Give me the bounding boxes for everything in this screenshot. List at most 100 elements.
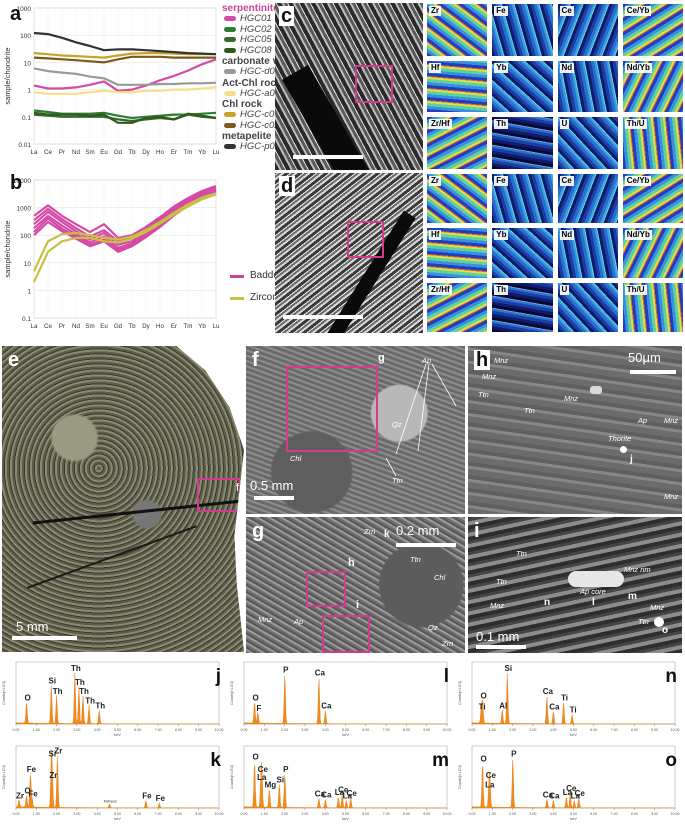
legend-swatch — [224, 69, 236, 74]
peak-label-th: Th — [75, 678, 85, 687]
y-tick-label: 1000 — [17, 6, 32, 13]
element-map-label: U — [559, 284, 570, 295]
y-tick-label: 1000 — [17, 206, 32, 213]
eds-plot: 0.00 1.00 2.00 3.00 4.00 5.00 6.00 7.00 8.00 9.00… — [2, 661, 224, 737]
peak-label-ce: Ce — [486, 771, 497, 780]
scale-label: 5 mm — [16, 619, 49, 634]
peak-label-mg: Mg — [265, 780, 277, 789]
y-tick-label: 100 — [20, 233, 31, 240]
element-map-label: Nd — [559, 62, 575, 73]
eds-spectrum-l: 0.00 1.00 2.00 3.00 4.00 5.00 6.00 7.00 8.00 9.00… — [228, 656, 453, 738]
x-tick-label: 1.00 — [33, 728, 40, 732]
legend-swatch — [224, 122, 236, 128]
x-tick-label: 8.00 — [403, 812, 410, 816]
x-tick-label: Tb — [128, 149, 136, 156]
x-tick-label: 10.00 — [443, 728, 452, 732]
peak-label-la: La — [335, 788, 345, 797]
legend-group-title: serpentinite — [222, 3, 279, 14]
legend-swatch — [224, 47, 236, 53]
x-tick-label: 3.00 — [529, 812, 536, 816]
spectrum-letter: j — [215, 666, 221, 687]
spectrum-letter: l — [443, 666, 449, 687]
scale-label: 0.2 mm — [396, 523, 440, 538]
legend-entry-label: HGC05 — [240, 34, 272, 45]
chart-b: 10000 1000 100 10 1 0.1La Ce Pr Nd Sm Eu Gd Tb Dy Ho Er… — [3, 178, 220, 330]
legend-swatch — [224, 90, 236, 96]
x-tick-label: 0.00 — [469, 728, 476, 732]
x-tick-label: 8.00 — [631, 728, 638, 732]
peak-label-la: La — [257, 773, 267, 782]
marker-h: h — [348, 557, 355, 569]
peak-label-si: Si — [505, 664, 513, 673]
element-map-label: Nd — [559, 230, 575, 241]
peak-label-p: P — [283, 765, 289, 774]
element-map-label: Ce — [559, 176, 574, 186]
eds-plot: 0.00 1.00 2.00 3.00 4.00 5.00 6.00 7.00 8.00 9.00… — [458, 661, 680, 737]
ap-pointer-lines — [385, 363, 457, 477]
element-map-label: Ce/Yb — [624, 176, 652, 186]
label-ap: Ap — [422, 356, 432, 365]
spectrum-trace — [471, 673, 676, 725]
peak-label-si: Si — [49, 749, 57, 758]
legend-entry-label: Baddelyite — [250, 270, 297, 281]
x-axis-label: keV — [342, 732, 349, 737]
scale-label: 0.1 mm — [476, 629, 520, 644]
peak-label-fe: Fe — [156, 794, 166, 803]
x-tick-label: 7.00 — [383, 728, 390, 732]
x-tick-label: Er — [171, 323, 177, 330]
y-tick-label: 10 — [24, 60, 32, 67]
scale-bar — [283, 315, 363, 319]
roi-box-h — [306, 571, 346, 607]
peak-label-si: Si — [277, 775, 285, 784]
y-axis-label: Counts[×1.E3] — [230, 681, 234, 705]
element-map-yb: Yb — [491, 59, 554, 114]
series-line-hgc-c02 — [33, 55, 216, 64]
series-line-zircon — [33, 193, 217, 283]
y-axis-label: Counts[×1.E3] — [2, 681, 6, 705]
x-tick-label: 6.00 — [362, 728, 369, 732]
series-line-hgc-p01 — [33, 31, 217, 56]
legend-swatch — [224, 37, 236, 42]
eds-spectrum-n: 0.00 1.00 2.00 3.00 4.00 5.00 6.00 7.00 8.00 9.00… — [456, 656, 681, 738]
peak-label-fekesc: FeKesc — [104, 798, 118, 803]
spectrum-letter: n — [665, 666, 677, 687]
roi-box-g — [286, 366, 378, 452]
x-tick-label: 7.00 — [383, 812, 390, 816]
x-tick-label: 1.00 — [261, 728, 268, 732]
x-tick-label: Yb — [198, 323, 206, 330]
peak-label-ca: Ca — [315, 790, 326, 799]
x-tick-label: Yb — [198, 149, 206, 156]
x-tick-label: 10.00 — [215, 812, 224, 816]
x-tick-label: Dy — [142, 149, 150, 156]
element-map-th-u: Th/U — [621, 281, 684, 333]
y-tick-label: 10 — [24, 261, 32, 268]
x-tick-label: 2.00 — [281, 812, 288, 816]
peak-label-ti: Ti — [479, 703, 486, 712]
peak-label-f: F — [256, 704, 261, 713]
peak-label-o: O — [24, 693, 30, 702]
marker-n: n — [544, 597, 551, 608]
fracture — [27, 525, 197, 589]
x-tick-label: Eu — [100, 149, 108, 156]
x-tick-label: 7.00 — [611, 812, 618, 816]
peak-label-o: O — [24, 787, 30, 796]
x-tick-label: 3.00 — [73, 812, 80, 816]
peak-label-ca: Ca — [543, 790, 554, 799]
x-tick-label: 2.00 — [53, 728, 60, 732]
y-tick-label: 0.01 — [18, 142, 31, 149]
series-line-hgc-a01 — [33, 86, 217, 95]
legend-swatch — [230, 297, 244, 300]
spectrum-trace — [15, 672, 220, 725]
peak-label-si: Si — [49, 677, 57, 686]
peak-label-al: Al — [499, 701, 507, 710]
marker-g: g — [378, 352, 385, 364]
label-zrn: Zrn — [364, 527, 376, 536]
label-chl: Chl — [290, 454, 302, 463]
label-mnz3: Mnz — [564, 394, 579, 403]
element-map-label: Zr/Hf — [429, 119, 452, 130]
x-tick-label: 9.00 — [423, 728, 430, 732]
series-line-hgc01 — [33, 58, 217, 92]
label-ttn1: Ttn — [478, 390, 489, 399]
series-line-hgc-d01 — [33, 67, 217, 86]
element-map-label: Zr — [429, 6, 441, 16]
